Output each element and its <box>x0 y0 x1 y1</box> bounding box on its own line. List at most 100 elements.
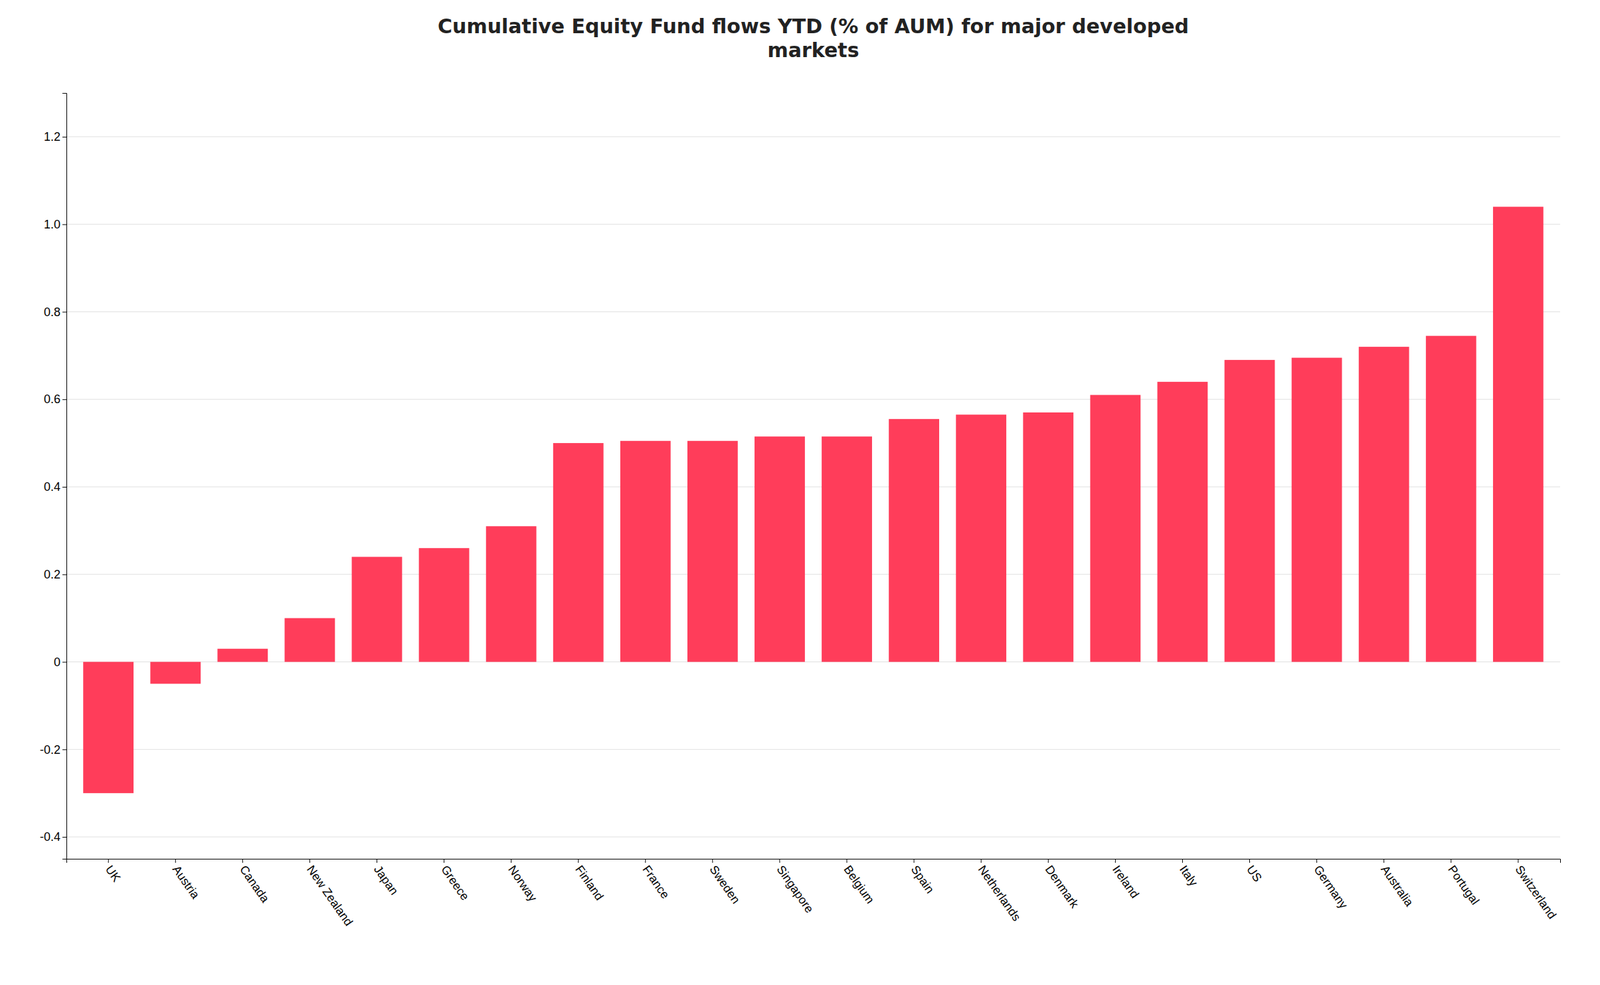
bar <box>754 436 805 662</box>
x-tick-label: Austria <box>170 862 203 902</box>
grid-line <box>66 836 1561 838</box>
x-tick-label: New Zealand <box>304 862 356 928</box>
bars <box>83 206 1543 794</box>
chart-title: Cumulative Equity Fund flows YTD (% of A… <box>437 14 1189 62</box>
y-tick-mark <box>62 486 67 488</box>
x-tick: Austria <box>170 858 203 902</box>
x-tick-mark <box>1115 858 1116 863</box>
x-axis-line <box>67 859 1561 864</box>
x-tick-mark <box>913 858 915 863</box>
y-axis-line <box>62 93 68 860</box>
bar <box>1022 412 1074 663</box>
x-tick-mark <box>980 858 982 863</box>
y-tick-mark <box>62 662 67 663</box>
y-tick-mark <box>62 574 67 576</box>
x-tick: France <box>639 858 673 902</box>
x-tick-label: Netherlands <box>975 862 1024 924</box>
x-tick-label: Canada <box>237 862 273 906</box>
x-tick-mark <box>846 858 848 863</box>
y-tick: 0.4 <box>43 480 67 494</box>
bar <box>1224 359 1276 663</box>
y-tick: -0.2 <box>39 743 67 757</box>
bar <box>83 662 134 794</box>
grid-line <box>66 749 1561 750</box>
x-tick-label: Sweden <box>706 862 743 906</box>
x-tick-label: France <box>639 862 673 901</box>
bar <box>1493 206 1544 662</box>
y-axis: -0.4 -0.2 0 0.2 0.4 0.6 0.8 1.0 1.2 <box>39 93 68 860</box>
x-axis: UKAustriaCanadaNew ZealandJapanGreeceNor… <box>67 858 1561 929</box>
x-tick: Netherlands <box>975 858 1024 924</box>
bar <box>284 618 336 663</box>
y-tick: 0.2 <box>43 567 67 582</box>
x-tick: Portugal <box>1445 858 1482 908</box>
y-tick-mark <box>62 311 67 313</box>
bar <box>217 648 268 663</box>
x-tick: New Zealand <box>304 858 356 929</box>
x-tick-mark <box>711 858 713 863</box>
x-tick-label: Germany <box>1311 862 1351 911</box>
x-tick-label: Norway <box>505 862 540 904</box>
bar <box>352 556 403 662</box>
x-tick-label: UK <box>102 862 124 885</box>
x-tick: US <box>1244 858 1265 885</box>
y-tick-mark <box>62 836 67 838</box>
x-tick-mark <box>1249 858 1250 863</box>
x-tick-mark <box>1316 858 1318 863</box>
y-tick-label: 0.4 <box>43 480 61 494</box>
y-tick-mark <box>62 749 67 750</box>
x-tick: Switzerland <box>1512 858 1559 922</box>
x-tick-label: Singapore <box>774 862 817 916</box>
x-tick: UK <box>102 858 124 885</box>
bar <box>888 419 940 663</box>
y-tick-label: 1.0 <box>43 217 61 232</box>
x-tick: Canada <box>237 858 273 906</box>
x-tick-label: Ireland <box>1109 862 1142 901</box>
bar <box>1291 357 1343 663</box>
y-tick-label: 0.2 <box>43 567 61 582</box>
x-tick: Singapore <box>774 858 817 916</box>
y-tick: 0 <box>53 655 67 669</box>
x-tick-label: Belgium <box>841 862 878 906</box>
y-tick: -0.4 <box>39 830 67 844</box>
x-tick-mark <box>376 858 378 863</box>
x-tick: Belgium <box>841 858 878 906</box>
x-tick-label: Japan <box>371 862 402 898</box>
x-tick: Italy <box>1176 858 1201 889</box>
bar <box>1089 395 1141 663</box>
x-tick-mark <box>242 858 244 863</box>
y-tick: 0.8 <box>43 305 67 319</box>
x-tick-label: Finland <box>572 862 606 903</box>
bar <box>687 441 738 663</box>
y-tick-label: -0.4 <box>39 830 61 844</box>
x-tick: Finland <box>572 858 606 903</box>
x-tick-label: Australia <box>1378 862 1417 910</box>
x-tick-mark <box>1383 858 1385 863</box>
x-tick-mark <box>644 858 646 863</box>
y-tick-label: 1.2 <box>43 130 61 144</box>
bar <box>1157 381 1209 663</box>
y-tick-label: 0.8 <box>43 305 61 319</box>
bar <box>955 414 1007 662</box>
x-tick-mark <box>779 858 780 863</box>
bar <box>419 547 470 662</box>
x-tick-mark <box>1450 858 1452 863</box>
x-tick: Spain <box>908 858 938 896</box>
y-tick-mark <box>62 399 67 400</box>
x-tick: Germany <box>1311 858 1351 912</box>
y-tick: 1.2 <box>43 130 67 144</box>
x-tick-mark <box>577 858 579 863</box>
bar <box>1358 346 1410 662</box>
x-tick-mark <box>108 858 109 863</box>
x-tick-mark <box>1182 858 1183 863</box>
bar <box>821 436 873 662</box>
x-tick-label: Italy <box>1176 862 1201 889</box>
x-tick-mark <box>1048 858 1049 863</box>
bar <box>1425 336 1477 663</box>
x-tick: Ireland <box>1109 858 1142 901</box>
chart-svg: -0.4 -0.2 0 0.2 0.4 0.6 0.8 1.0 1.2 UK Austria Cana… <box>0 0 1600 985</box>
x-tick: Australia <box>1378 858 1417 910</box>
y-tick: 0.6 <box>43 392 67 406</box>
y-tick-mark <box>62 136 67 138</box>
x-tick-label: Switzerland <box>1512 862 1559 922</box>
